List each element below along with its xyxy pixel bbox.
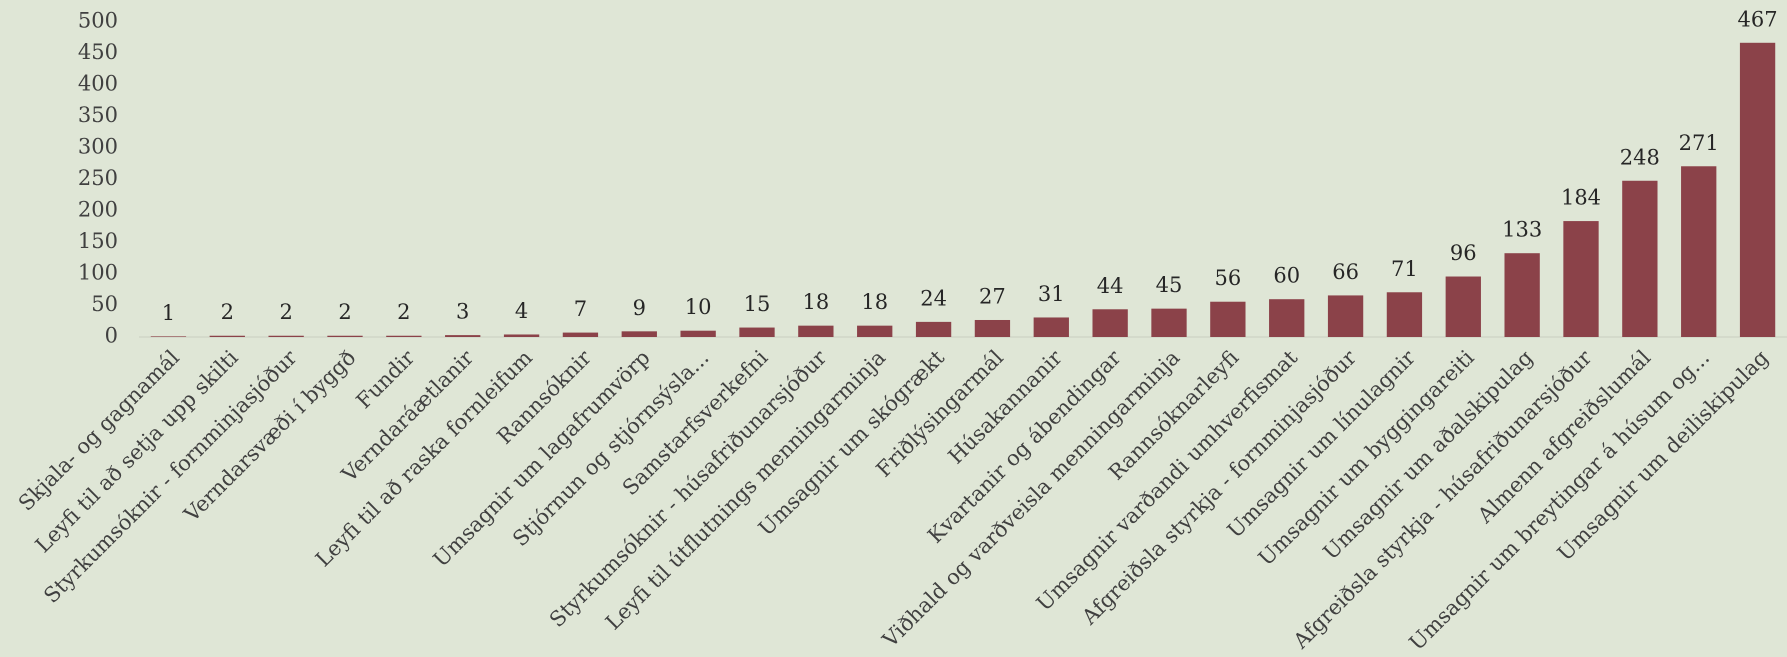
bar [1386, 292, 1423, 337]
y-tick-label: 400 [78, 72, 118, 96]
bar [327, 335, 363, 337]
data-label: 9 [633, 296, 646, 320]
bar [503, 334, 540, 337]
data-label: 2 [279, 300, 292, 324]
data-label: 18 [802, 290, 829, 314]
x-tick-label: Leyfi til að raska fornleifum [311, 345, 537, 571]
data-label: 7 [574, 297, 587, 321]
bar [798, 325, 834, 337]
bar [739, 327, 775, 337]
data-label: 44 [1097, 274, 1124, 298]
bar [1563, 221, 1599, 337]
bar [974, 319, 1011, 337]
bar [1445, 276, 1481, 337]
data-label: 2 [397, 300, 410, 324]
data-label: 60 [1273, 264, 1300, 288]
x-tick-label: Umsagnir um byggingareiti [1254, 345, 1479, 570]
x-tick-label: Styrkumsóknir - fornminjasjóður [39, 345, 302, 608]
bar [680, 330, 716, 337]
bar [1210, 301, 1246, 337]
data-label: 2 [338, 300, 351, 324]
data-label: 4 [515, 299, 528, 323]
data-label: 31 [1038, 282, 1065, 306]
bar [386, 335, 422, 337]
bar [1622, 180, 1658, 337]
bar [1033, 317, 1069, 337]
bar [1092, 309, 1128, 337]
bar [268, 335, 304, 337]
y-tick-label: 500 [78, 9, 118, 33]
bar [1504, 253, 1540, 337]
data-label: 96 [1450, 241, 1477, 265]
y-tick-label: 450 [78, 40, 118, 64]
data-label: 56 [1214, 266, 1241, 290]
bar [621, 331, 657, 337]
bar [562, 332, 599, 337]
data-label: 24 [920, 286, 947, 310]
data-label: 467 [1738, 7, 1778, 31]
data-label: 66 [1332, 260, 1359, 284]
bar [1151, 308, 1187, 337]
data-label: 248 [1620, 145, 1660, 169]
bar [1681, 166, 1717, 337]
data-label: 1 [162, 301, 175, 325]
data-label: 184 [1561, 186, 1601, 210]
bar [1739, 42, 1776, 337]
data-label: 133 [1502, 218, 1542, 242]
bar [445, 335, 481, 337]
data-label: 271 [1679, 131, 1719, 155]
y-tick-label: 50 [91, 292, 118, 316]
data-label: 71 [1391, 257, 1418, 281]
data-label: 27 [979, 284, 1006, 308]
data-label: 45 [1156, 273, 1183, 297]
y-tick-label: 350 [78, 103, 118, 127]
bar [1327, 295, 1364, 337]
y-tick-label: 150 [78, 229, 118, 253]
bar [1269, 299, 1305, 337]
bar [857, 325, 893, 337]
bar [150, 336, 187, 337]
data-label: 2 [221, 300, 234, 324]
y-tick-label: 200 [78, 198, 118, 222]
y-tick-label: 250 [78, 166, 118, 190]
data-label: 18 [861, 290, 888, 314]
y-tick-label: 300 [78, 135, 118, 159]
data-label: 15 [744, 292, 771, 316]
bar [915, 321, 952, 337]
data-label: 10 [685, 295, 712, 319]
bar [209, 335, 245, 337]
y-tick-label: 100 [78, 261, 118, 285]
data-label: 3 [456, 300, 469, 324]
y-tick-label: 0 [105, 324, 118, 348]
